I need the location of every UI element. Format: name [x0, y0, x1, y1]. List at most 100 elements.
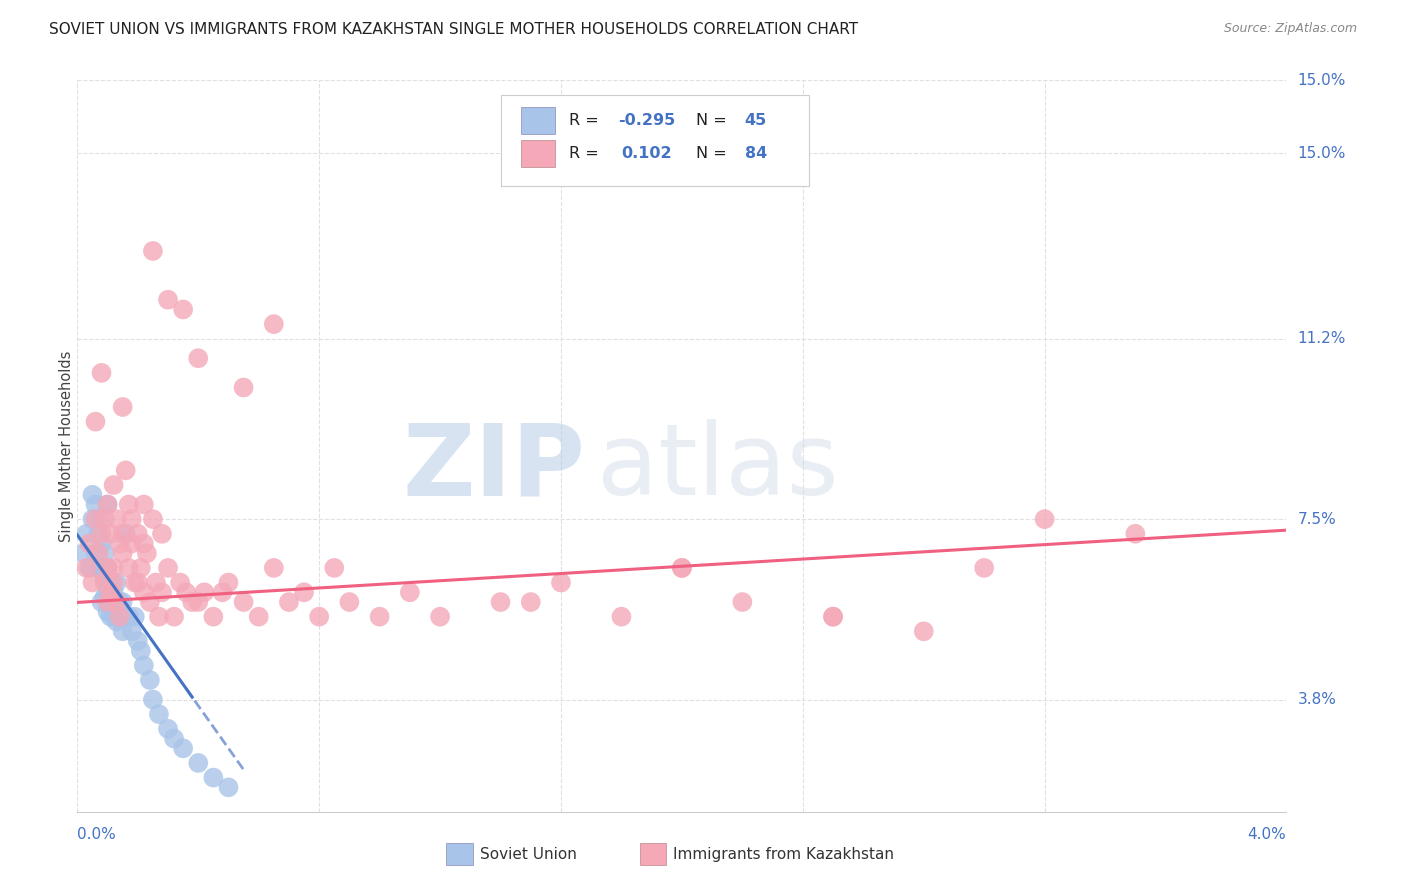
Point: [79, 536, 101, 550]
Point: [142, 512, 165, 526]
Point: [671, 561, 693, 575]
Point: [105, 512, 128, 526]
Point: [100, 575, 122, 590]
Point: [232, 380, 254, 394]
Point: [103, 561, 125, 575]
Point: [218, 780, 240, 795]
Text: 15.0%: 15.0%: [1298, 146, 1346, 161]
Text: Source: ZipAtlas.com: Source: ZipAtlas.com: [1223, 22, 1357, 36]
Point: [187, 351, 209, 366]
Point: [93, 571, 115, 585]
Point: [973, 561, 995, 575]
Point: [202, 609, 225, 624]
Point: [292, 585, 315, 599]
Text: atlas: atlas: [598, 419, 839, 516]
Point: [84, 512, 107, 526]
Point: [127, 634, 149, 648]
Text: 0.102: 0.102: [621, 146, 672, 161]
Point: [124, 609, 146, 624]
Text: -0.295: -0.295: [617, 113, 675, 128]
Point: [308, 609, 330, 624]
Point: [150, 585, 173, 599]
Point: [247, 609, 270, 624]
Point: [429, 609, 451, 624]
Point: [323, 561, 346, 575]
Point: [912, 624, 935, 639]
Point: [1033, 512, 1056, 526]
Point: [82, 575, 104, 590]
Point: [87, 512, 110, 526]
Point: [93, 546, 115, 560]
FancyBboxPatch shape: [522, 139, 555, 168]
Point: [108, 536, 131, 550]
Point: [105, 615, 128, 629]
Point: [90, 595, 112, 609]
Point: [278, 595, 301, 609]
Point: [139, 595, 162, 609]
Point: [90, 561, 112, 575]
Point: [118, 561, 141, 575]
FancyBboxPatch shape: [522, 107, 555, 135]
Text: 15.0%: 15.0%: [1298, 73, 1346, 87]
Point: [157, 722, 180, 736]
Point: [142, 244, 165, 258]
Point: [93, 590, 115, 604]
Point: [181, 595, 204, 609]
Point: [263, 317, 285, 331]
Point: [82, 488, 104, 502]
Point: [96, 595, 118, 609]
Point: [821, 609, 844, 624]
Point: [135, 546, 157, 560]
Point: [96, 498, 118, 512]
Point: [96, 585, 118, 599]
Point: [96, 498, 118, 512]
FancyBboxPatch shape: [446, 843, 472, 865]
Point: [121, 624, 143, 639]
Text: R =: R =: [569, 146, 605, 161]
Point: [157, 561, 180, 575]
Point: [129, 644, 152, 658]
Point: [132, 498, 155, 512]
Point: [211, 585, 233, 599]
Point: [90, 526, 112, 541]
Point: [142, 692, 165, 706]
Point: [87, 546, 110, 560]
Point: [150, 526, 173, 541]
Point: [368, 609, 391, 624]
Point: [193, 585, 215, 599]
Point: [157, 293, 180, 307]
Point: [72, 546, 94, 560]
Point: [103, 478, 125, 492]
Point: [174, 585, 197, 599]
Point: [118, 498, 141, 512]
Point: [114, 463, 136, 477]
Point: [145, 575, 167, 590]
Point: [87, 561, 110, 575]
Point: [108, 595, 131, 609]
Text: 7.5%: 7.5%: [1298, 512, 1336, 526]
Text: ZIP: ZIP: [402, 419, 585, 516]
Point: [187, 595, 209, 609]
Y-axis label: Single Mother Households: Single Mother Households: [59, 351, 73, 541]
Point: [87, 526, 110, 541]
Point: [520, 595, 543, 609]
Point: [671, 561, 693, 575]
Text: Immigrants from Kazakhstan: Immigrants from Kazakhstan: [673, 847, 894, 862]
Text: R =: R =: [569, 113, 605, 128]
Point: [114, 526, 136, 541]
Point: [148, 707, 170, 722]
Point: [96, 561, 118, 575]
Point: [163, 731, 186, 746]
Point: [132, 536, 155, 550]
Point: [90, 536, 112, 550]
Text: 0.0%: 0.0%: [77, 828, 117, 843]
Point: [84, 546, 107, 560]
Point: [339, 595, 360, 609]
Point: [187, 756, 209, 770]
Point: [108, 609, 131, 624]
Point: [127, 526, 149, 541]
Point: [121, 536, 143, 550]
Point: [172, 302, 194, 317]
Point: [489, 595, 512, 609]
Text: 45: 45: [745, 113, 768, 128]
